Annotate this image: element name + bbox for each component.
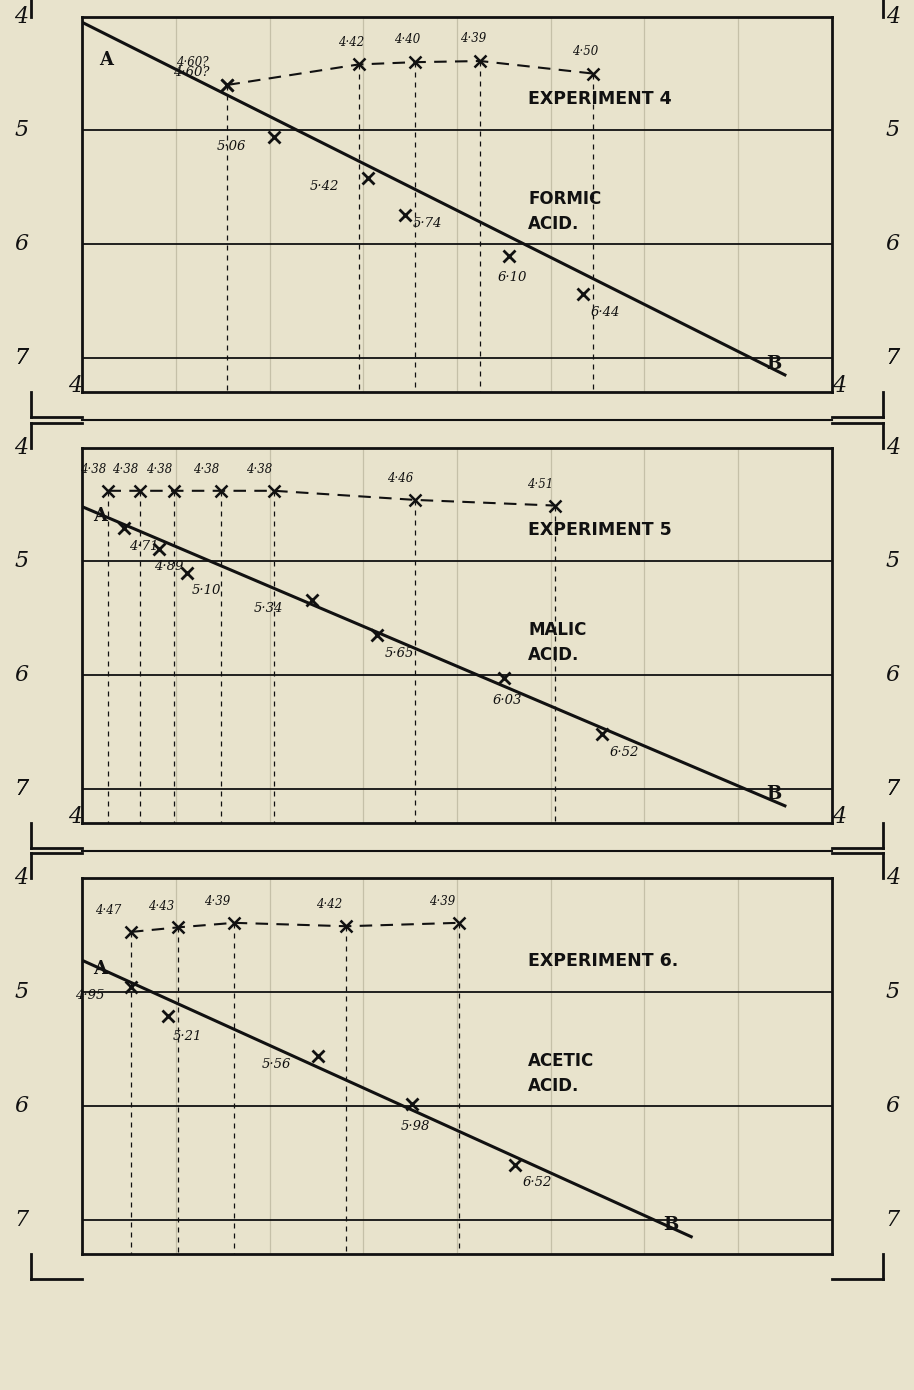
Text: 4·38: 4·38	[193, 463, 219, 475]
Text: 4·95: 4·95	[75, 988, 104, 1002]
Text: 4·51: 4·51	[527, 478, 554, 491]
Text: 4·39: 4·39	[204, 895, 230, 908]
Text: 7: 7	[886, 1209, 899, 1230]
Text: 4·39: 4·39	[460, 32, 486, 44]
Text: 7: 7	[15, 348, 28, 368]
Text: 6·03: 6·03	[493, 695, 522, 708]
Text: EXPERIMENT 4: EXPERIMENT 4	[528, 90, 672, 108]
Text: 7: 7	[886, 778, 899, 799]
Text: B: B	[766, 354, 781, 373]
Text: A: A	[93, 960, 108, 979]
Text: 4·43: 4·43	[148, 899, 174, 913]
Text: A: A	[99, 51, 113, 70]
Text: 4: 4	[886, 867, 899, 890]
Text: 6: 6	[15, 1095, 28, 1118]
Text: 4: 4	[886, 6, 899, 28]
Text: 4·47: 4·47	[95, 904, 122, 917]
Text: 4: 4	[68, 375, 82, 398]
Text: 5: 5	[15, 981, 28, 1004]
Text: 6: 6	[886, 1095, 899, 1118]
Text: 4: 4	[68, 806, 82, 828]
Text: 6·52: 6·52	[523, 1176, 552, 1190]
Text: 7: 7	[15, 778, 28, 799]
Text: 6: 6	[886, 234, 899, 256]
Text: 5·06: 5·06	[217, 139, 246, 153]
Text: 4·38: 4·38	[112, 463, 139, 475]
Text: 5·65: 5·65	[385, 646, 414, 660]
Text: 4: 4	[15, 6, 28, 28]
Text: 7: 7	[15, 1209, 28, 1230]
Text: 5: 5	[15, 120, 28, 142]
Text: 4: 4	[832, 806, 846, 828]
Text: B: B	[663, 1216, 678, 1234]
Text: 4·38: 4·38	[80, 463, 107, 475]
Text: 5·56: 5·56	[262, 1058, 292, 1072]
Text: 4·39: 4·39	[429, 895, 455, 908]
Text: 4·42: 4·42	[316, 898, 343, 912]
Text: 6: 6	[15, 234, 28, 256]
Text: EXPERIMENT 5: EXPERIMENT 5	[528, 521, 672, 539]
Text: 7: 7	[15, 348, 28, 368]
Text: 5·21: 5·21	[173, 1030, 203, 1042]
Text: 7: 7	[15, 778, 28, 799]
Text: 4·60?: 4·60?	[175, 56, 208, 70]
Text: 6·10: 6·10	[497, 271, 526, 285]
Text: A: A	[93, 507, 108, 525]
Text: 4·38: 4·38	[146, 463, 172, 475]
Text: 7: 7	[886, 778, 899, 799]
Text: ACETIC
ACID.: ACETIC ACID.	[528, 1052, 594, 1095]
Text: 4·40: 4·40	[394, 33, 420, 46]
Text: 5: 5	[886, 550, 899, 573]
Text: 4·42: 4·42	[338, 36, 365, 49]
Text: EXPERIMENT 6.: EXPERIMENT 6.	[528, 952, 678, 970]
Text: 7: 7	[886, 348, 899, 368]
Text: 4·60?: 4·60?	[173, 65, 209, 79]
Text: 5·34: 5·34	[254, 602, 283, 616]
Text: B: B	[766, 785, 781, 803]
Text: FORMIC
ACID.: FORMIC ACID.	[528, 190, 601, 234]
Text: 4: 4	[832, 375, 846, 398]
Text: 5: 5	[886, 981, 899, 1004]
Text: 4·50: 4·50	[572, 44, 599, 57]
Text: 4·89: 4·89	[154, 560, 184, 573]
Text: 4·38: 4·38	[246, 463, 272, 475]
Text: 7: 7	[886, 348, 899, 368]
Text: 4·71: 4·71	[129, 539, 158, 553]
Text: 4: 4	[15, 867, 28, 890]
Text: 5: 5	[15, 550, 28, 573]
Text: 5: 5	[886, 120, 899, 142]
Text: 4·46: 4·46	[387, 473, 413, 485]
Text: 5·10: 5·10	[192, 584, 221, 598]
Text: MALIC
ACID.: MALIC ACID.	[528, 621, 587, 664]
Text: 6·52: 6·52	[610, 745, 639, 759]
Text: 4: 4	[15, 436, 28, 459]
Text: 5·74: 5·74	[413, 217, 442, 229]
Text: 5·98: 5·98	[400, 1119, 430, 1133]
Text: 6: 6	[15, 664, 28, 687]
Text: 5·42: 5·42	[310, 181, 339, 193]
Text: 6·44: 6·44	[591, 306, 621, 318]
Text: 6: 6	[886, 664, 899, 687]
Text: 4: 4	[886, 436, 899, 459]
